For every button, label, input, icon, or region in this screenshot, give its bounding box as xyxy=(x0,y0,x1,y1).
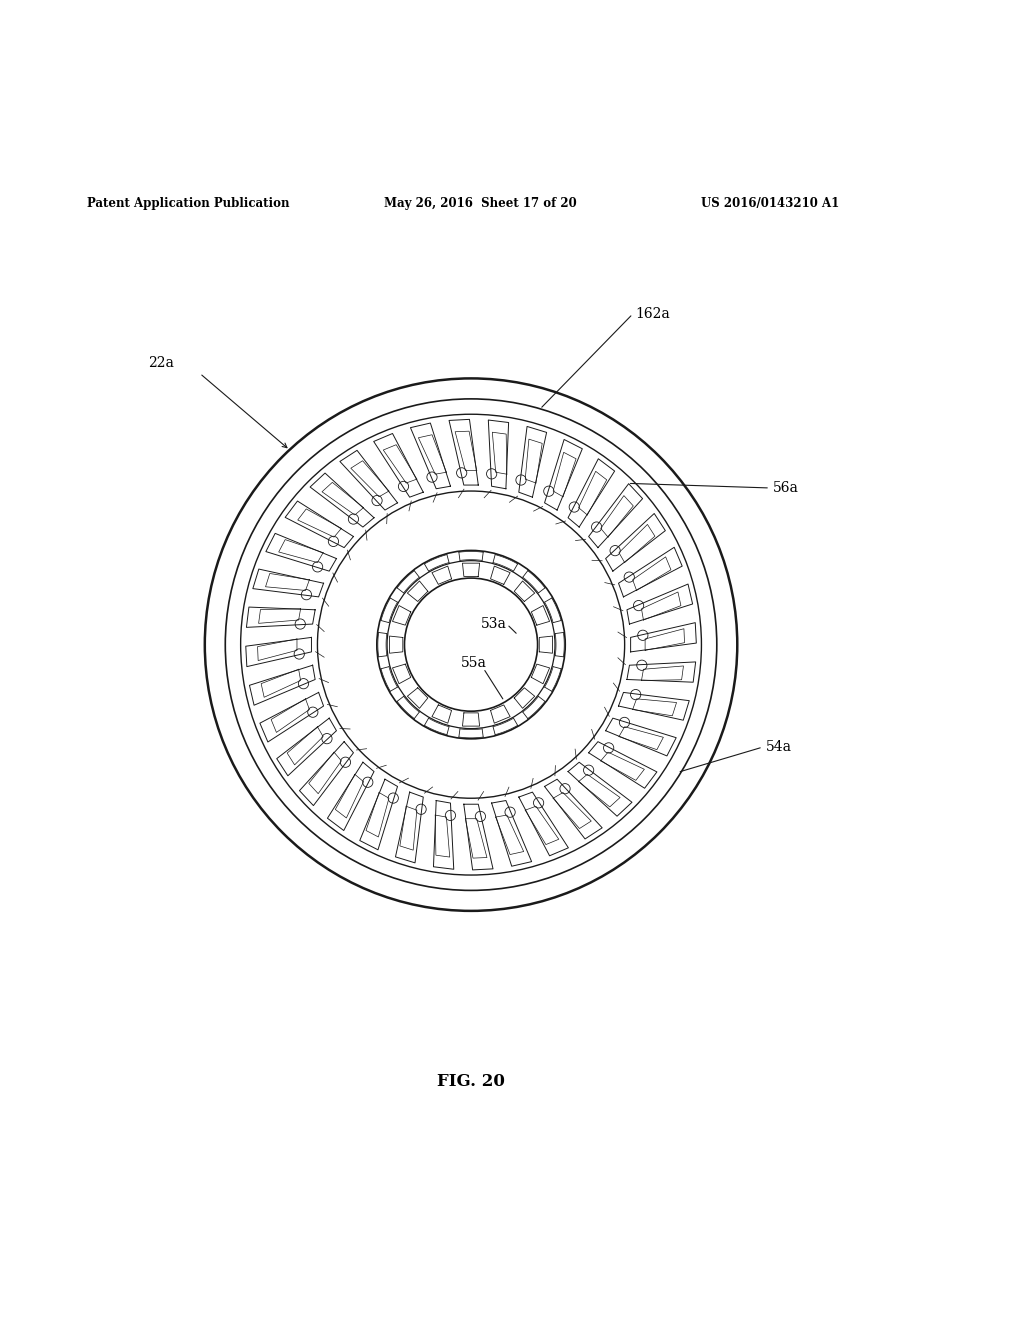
Text: 56a: 56a xyxy=(773,480,799,495)
Text: 55a: 55a xyxy=(461,656,486,671)
Text: May 26, 2016  Sheet 17 of 20: May 26, 2016 Sheet 17 of 20 xyxy=(384,197,577,210)
Text: 162a: 162a xyxy=(635,306,670,321)
Text: Patent Application Publication: Patent Application Publication xyxy=(87,197,290,210)
Text: 22a: 22a xyxy=(148,356,174,370)
Text: FIG. 20: FIG. 20 xyxy=(437,1073,505,1090)
Text: US 2016/0143210 A1: US 2016/0143210 A1 xyxy=(701,197,840,210)
Text: 53a: 53a xyxy=(481,618,507,631)
Text: 54a: 54a xyxy=(766,741,792,754)
